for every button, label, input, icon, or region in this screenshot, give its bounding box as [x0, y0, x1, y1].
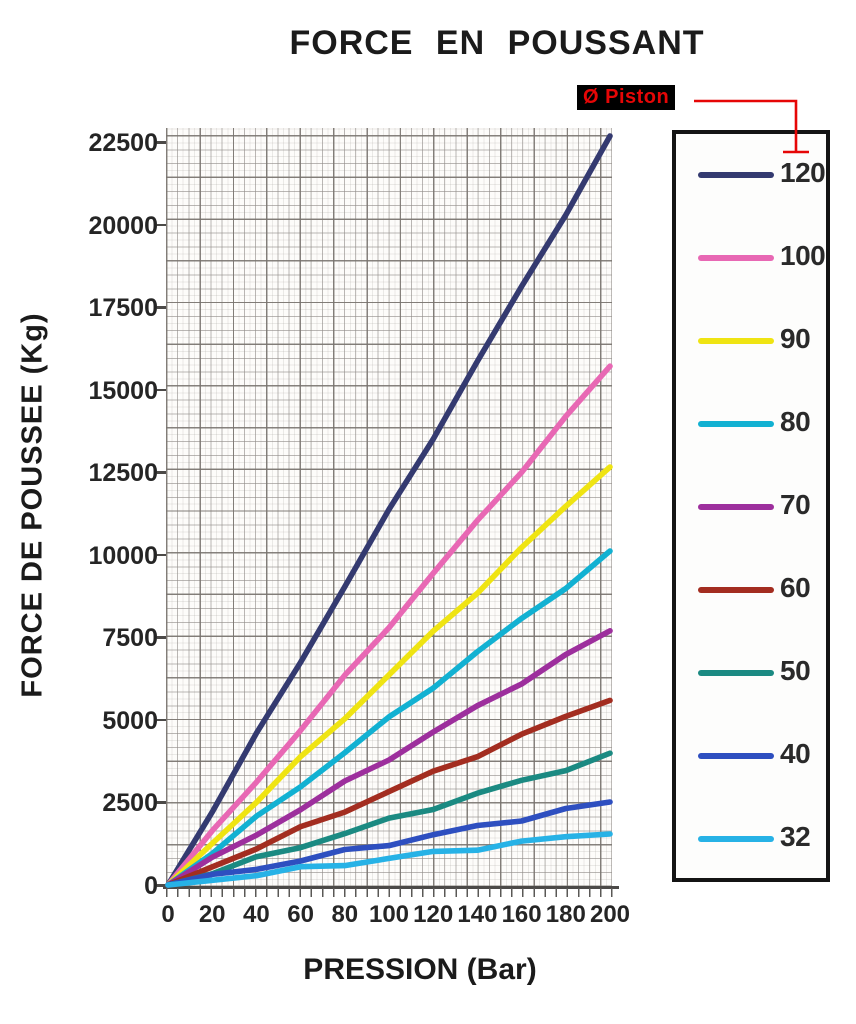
y-axis-title: FORCE DE POUSSEE (Kg)	[16, 312, 49, 698]
legend-line-sample-90	[698, 338, 774, 344]
y-tick-mark-7500	[157, 636, 166, 639]
x-tick-label-40: 40	[243, 901, 270, 928]
legend-label-40: 40	[780, 738, 811, 769]
y-tick-label-2500: 2500	[102, 789, 158, 818]
legend-line-sample-120	[698, 172, 774, 178]
legend-label-100: 100	[780, 240, 826, 271]
y-tick-label-15000: 15000	[88, 376, 158, 405]
chart-title: FORCE EN POUSSANT	[289, 24, 705, 62]
x-tick-label-200: 200	[589, 901, 631, 928]
legend-line-sample-70	[698, 504, 774, 510]
x-tick-label-180: 180	[545, 901, 586, 928]
y-tick-label-20000: 20000	[88, 211, 158, 240]
legend-label-60: 60	[780, 572, 811, 603]
y-tick-label-0: 0	[144, 872, 158, 900]
y-tick-mark-12500	[157, 471, 166, 474]
y-tick-mark-17500	[157, 306, 166, 309]
x-tick-label-20: 20	[198, 901, 226, 928]
y-tick-mark-20000	[157, 223, 166, 227]
legend-line-sample-32	[698, 836, 774, 842]
legend-label-50: 50	[780, 655, 811, 686]
legend-title-piston-diameter: Ø Piston	[577, 85, 676, 110]
y-tick-mark-10000	[157, 553, 166, 557]
x-axis-tick-marks	[166, 888, 616, 897]
y-tick-mark-15000	[157, 388, 166, 392]
legend-line-sample-80	[698, 421, 774, 427]
legend-label-90: 90	[780, 323, 811, 354]
y-tick-mark-0	[157, 884, 166, 887]
y-tick-label-22500: 22500	[88, 129, 158, 157]
plot-grid-area	[166, 128, 612, 887]
legend-label-80: 80	[780, 406, 811, 437]
legend-box: 120 100 90 80 70 60 50 40 32	[672, 130, 830, 882]
x-tick-label-80: 80	[331, 901, 359, 928]
y-tick-mark-22500	[157, 141, 166, 144]
y-tick-mark-2500	[157, 801, 166, 804]
legend-line-sample-50	[698, 670, 774, 676]
y-tick-label-7500: 7500	[102, 624, 158, 653]
x-tick-label-140: 140	[457, 901, 498, 928]
y-tick-label-10000: 10000	[88, 541, 158, 570]
x-tick-label-100: 100	[368, 901, 410, 928]
legend-label-120: 120	[780, 157, 826, 188]
legend-line-sample-60	[698, 587, 774, 593]
legend-label-70: 70	[780, 489, 811, 520]
x-tick-label-60: 60	[287, 901, 314, 928]
legend-label-32: 32	[780, 821, 811, 852]
x-tick-label-0: 0	[161, 901, 175, 928]
x-tick-label-160: 160	[501, 901, 542, 928]
y-tick-label-12500: 12500	[88, 459, 158, 488]
y-tick-label-5000: 5000	[102, 706, 158, 735]
x-tick-label-120: 120	[413, 901, 454, 928]
legend-line-sample-40	[698, 753, 774, 759]
x-axis-title: PRESSION (Bar)	[303, 953, 537, 986]
y-tick-mark-5000	[157, 718, 166, 722]
y-tick-label-17500: 17500	[88, 294, 158, 323]
legend-line-sample-100	[698, 255, 774, 261]
